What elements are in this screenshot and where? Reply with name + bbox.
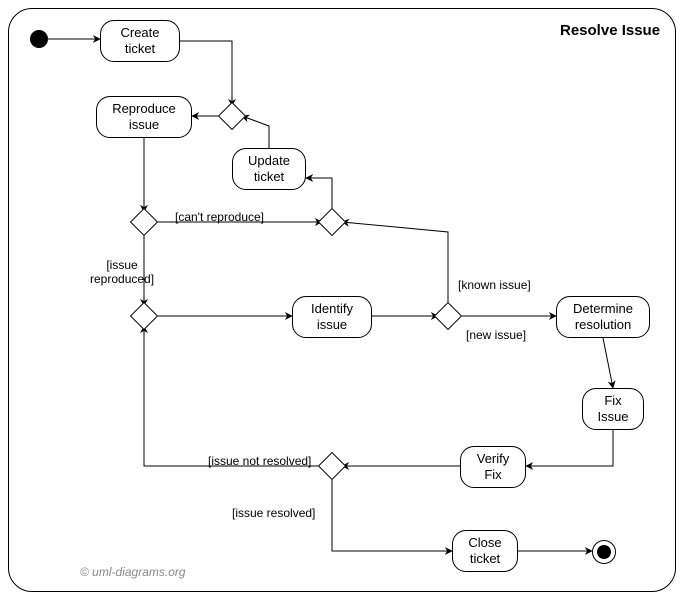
edge-update-d1 — [242, 116, 269, 148]
edge-fix-verify — [526, 430, 613, 466]
edge-d6-close — [332, 476, 452, 551]
edge-d6-d4 — [144, 326, 322, 466]
guard-not-resolved: [issue not resolved] — [208, 454, 311, 468]
guard-issue-reproduced: [issuereproduced] — [90, 258, 154, 286]
guard-resolved: [issue resolved] — [232, 506, 315, 520]
edge-d5-d3 — [342, 222, 448, 306]
activity-identify-issue: Identifyissue — [292, 296, 372, 338]
guard-new-issue: [new issue] — [466, 328, 526, 342]
edge-create-d1 — [180, 41, 232, 106]
edge-determine-fix — [603, 338, 613, 388]
activity-determine-resolution: Determineresolution — [556, 296, 650, 338]
activity-verify-fix: VerifyFix — [460, 446, 526, 488]
activity-fix-issue: FixIssue — [582, 388, 644, 430]
activity-close-ticket: Closeticket — [452, 530, 518, 572]
activity-update-ticket: Updateticket — [232, 148, 306, 190]
activity-diagram: Resolve Issue Createticket Reproduceissu… — [0, 0, 684, 600]
edge-d3-update — [306, 178, 332, 212]
activity-create-ticket: Createticket — [100, 20, 180, 62]
node-label: Identifyissue — [311, 301, 353, 332]
guard-cant-reproduce: [can't reproduce] — [175, 210, 264, 224]
activity-reproduce-issue: Reproduceissue — [96, 96, 192, 138]
copyright-text: © uml-diagrams.org — [80, 565, 186, 579]
node-label: Closeticket — [468, 535, 501, 566]
node-label: VerifyFix — [477, 451, 510, 482]
guard-known-issue: [known issue] — [458, 278, 531, 292]
node-label: Updateticket — [248, 153, 290, 184]
node-label: Determineresolution — [573, 301, 633, 332]
node-label: FixIssue — [597, 393, 628, 424]
node-label: Reproduceissue — [112, 101, 176, 132]
node-label: Createticket — [120, 25, 159, 56]
